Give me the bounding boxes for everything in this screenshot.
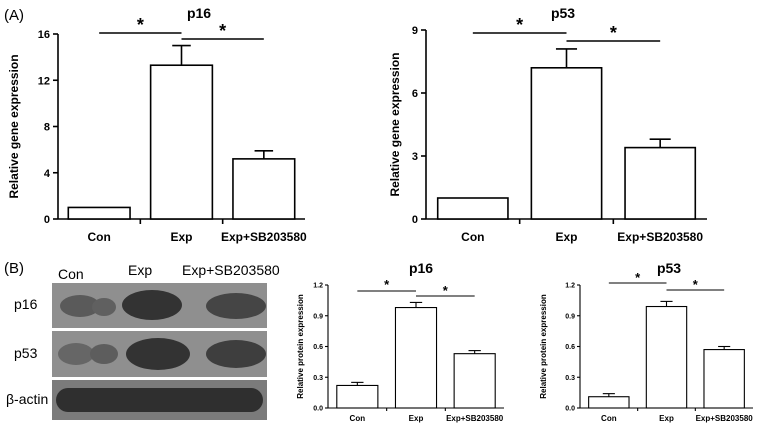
y-tick-label: 0.0 bbox=[313, 406, 323, 413]
x-category-label: Con bbox=[601, 414, 617, 423]
band-actin bbox=[56, 388, 263, 412]
band-p16-exp-sb bbox=[206, 293, 266, 319]
y-tick-label: 6 bbox=[412, 88, 418, 100]
x-category-label: Con bbox=[461, 230, 484, 244]
y-tick-label: 8 bbox=[44, 122, 50, 134]
chart-title: p53 bbox=[657, 260, 681, 276]
x-category-label: Exp+SB203580 bbox=[446, 414, 504, 423]
y-tick-label: 0.0 bbox=[565, 406, 575, 413]
chart-title: p16 bbox=[187, 5, 211, 21]
bar-con bbox=[436, 197, 509, 220]
blot-lane-exp: Exp bbox=[128, 262, 152, 278]
y-axis-label: Relative protein expression bbox=[296, 294, 305, 399]
chart-title: p53 bbox=[551, 5, 575, 21]
chart-p53-gene: p53 Relative gene expression 0 3 6 9 Con Exp Exp… bbox=[388, 5, 707, 244]
bar-exp-sb203580 bbox=[232, 158, 296, 220]
y-tick-label: 16 bbox=[38, 29, 50, 41]
chart-p53-protein: p53 Relative protein expression 0.0 0.3 0.6 0… bbox=[539, 260, 753, 423]
significance-star: * bbox=[137, 15, 144, 35]
x-category-label: Con bbox=[88, 230, 111, 244]
y-tick-label: 0.9 bbox=[565, 313, 575, 320]
y-axis-label: Relative protein expression bbox=[539, 294, 548, 399]
significance-star: * bbox=[443, 283, 449, 298]
y-tick-label: 4 bbox=[44, 168, 51, 180]
bar-exp-sb203580 bbox=[703, 349, 745, 409]
y-tick-label: 0 bbox=[44, 214, 50, 226]
bar-con bbox=[67, 206, 131, 220]
x-category-label: Exp bbox=[555, 230, 577, 244]
y-tick-label: 12 bbox=[38, 75, 50, 87]
band-p53-con-2 bbox=[90, 344, 118, 364]
significance-star: * bbox=[219, 21, 226, 41]
y-tick-label: 0.9 bbox=[313, 313, 323, 320]
x-category-label: Exp+SB203580 bbox=[221, 230, 307, 244]
bar-exp bbox=[645, 305, 688, 409]
significance-star: * bbox=[610, 23, 617, 43]
y-axis-label: Relative gene expression bbox=[7, 54, 21, 198]
y-tick-label: 1.2 bbox=[313, 283, 323, 290]
x-category-label: Exp bbox=[170, 230, 192, 244]
y-tick-label: 0.6 bbox=[313, 344, 323, 351]
panel-label-a: (A) bbox=[4, 7, 24, 24]
band-p16-con-2 bbox=[92, 298, 116, 316]
band-p16-con-1 bbox=[60, 295, 100, 317]
x-category-label: Con bbox=[350, 414, 366, 423]
blot-lane-con: Con bbox=[58, 266, 84, 282]
significance-star: * bbox=[693, 277, 699, 292]
band-p53-exp bbox=[126, 338, 190, 370]
bar-exp bbox=[530, 67, 603, 220]
blot-row-p53: p53 bbox=[14, 345, 38, 361]
x-category-label: Exp+SB203580 bbox=[617, 230, 703, 244]
bar-exp-sb203580 bbox=[453, 353, 496, 409]
band-p53-con-1 bbox=[58, 343, 94, 365]
x-category-label: Exp bbox=[659, 414, 674, 423]
bar-exp-sb203580 bbox=[624, 146, 697, 220]
blot-row-actin: β-actin bbox=[6, 391, 48, 407]
chart-p16-gene: p16 Relative gene expression 0 4 8 12 16 Con Exp… bbox=[7, 5, 307, 244]
chart-p16-protein: p16 Relative protein expression 0.0 0.3 0.6 0… bbox=[296, 260, 504, 423]
significance-star: * bbox=[384, 277, 390, 292]
bar-con bbox=[336, 384, 379, 409]
x-category-label: Exp bbox=[409, 414, 424, 423]
blot-lane-exp-sb: Exp+SB203580 bbox=[182, 262, 280, 278]
blot-row-p16: p16 bbox=[14, 296, 38, 312]
panel-label-b: (B) bbox=[4, 260, 24, 277]
bar-con bbox=[588, 396, 630, 409]
y-tick-label: 0.6 bbox=[565, 344, 575, 351]
y-tick-label: 0 bbox=[412, 214, 418, 226]
y-axis-label: Relative gene expression bbox=[388, 52, 402, 196]
y-tick-label: 9 bbox=[412, 25, 418, 37]
western-blot: Con Exp Exp+SB203580 p16 p53 β-actin bbox=[6, 262, 280, 420]
bar-exp bbox=[149, 64, 214, 220]
x-category-label: Exp+SB203580 bbox=[696, 414, 754, 423]
chart-title: p16 bbox=[409, 260, 433, 276]
y-tick-label: 0.3 bbox=[565, 375, 575, 382]
band-p53-exp-sb bbox=[206, 340, 266, 368]
band-p16-exp bbox=[122, 290, 182, 320]
significance-star: * bbox=[516, 15, 523, 35]
y-tick-label: 0.3 bbox=[313, 375, 323, 382]
bar-exp bbox=[394, 306, 438, 409]
significance-star: * bbox=[635, 270, 641, 285]
y-tick-label: 1.2 bbox=[565, 283, 575, 290]
y-tick-label: 3 bbox=[412, 151, 418, 163]
